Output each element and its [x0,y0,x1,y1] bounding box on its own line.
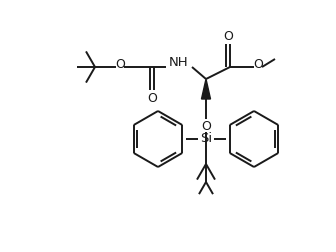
Text: O: O [201,120,211,134]
Text: Si: Si [200,133,212,145]
Polygon shape [202,79,210,99]
Text: NH: NH [169,55,189,69]
Text: O: O [223,29,233,43]
Text: O: O [147,91,157,105]
Text: O: O [253,58,263,72]
Text: O: O [115,57,125,71]
